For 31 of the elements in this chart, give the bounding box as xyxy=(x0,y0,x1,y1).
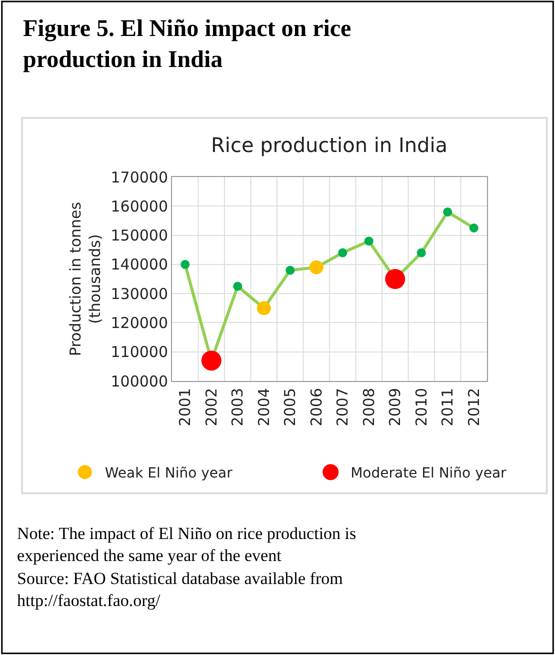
y-tick-label: 110000 xyxy=(110,343,168,362)
y-tick-label: 150000 xyxy=(110,226,168,245)
chart-subtitle: Rice production in India xyxy=(211,133,448,157)
x-tick-label: 2009 xyxy=(386,388,404,426)
x-tick-label: 2010 xyxy=(412,388,430,426)
text: Note: The impact of El Niño on rice production is experienced the same year of the event xyxy=(17,524,356,566)
source-note: Source: FAO Statistical database available from http://faostat.fao.org/ xyxy=(17,569,343,610)
legend-label: Weak El Niño year xyxy=(104,466,233,482)
y-tick-label: 160000 xyxy=(110,197,168,216)
chart-title: Figure 5. El Niño impact on rice production in India xyxy=(23,16,352,74)
y-tick-label: 130000 xyxy=(110,284,168,303)
x-tick-label: 2001 xyxy=(176,388,194,426)
x-tick-label: 2006 xyxy=(307,388,326,426)
x-tick-label: 2002 xyxy=(202,388,220,426)
x-tick-label: 2008 xyxy=(360,388,378,426)
point xyxy=(256,301,271,316)
y-tick-label: 100000 xyxy=(110,372,168,390)
x-tick-label: 2012 xyxy=(464,388,483,426)
point xyxy=(385,269,406,289)
x-tick-label: 2007 xyxy=(334,388,352,426)
y-tick-label: 140000 xyxy=(110,256,168,274)
x-tick-label: 2003 xyxy=(228,388,247,426)
x-tick-label: 2005 xyxy=(281,388,300,426)
y-tick-label: 170000 xyxy=(110,168,168,186)
point xyxy=(201,350,222,371)
point xyxy=(309,260,324,274)
y-tick-label: 120000 xyxy=(110,314,168,332)
x-tick-label: 2004 xyxy=(254,388,273,426)
legend-label: Moderate El Niño year xyxy=(350,466,507,482)
y-axis-title: Production in tonnes (thousands) xyxy=(66,202,104,356)
x-tick-label: 2011 xyxy=(438,388,457,426)
